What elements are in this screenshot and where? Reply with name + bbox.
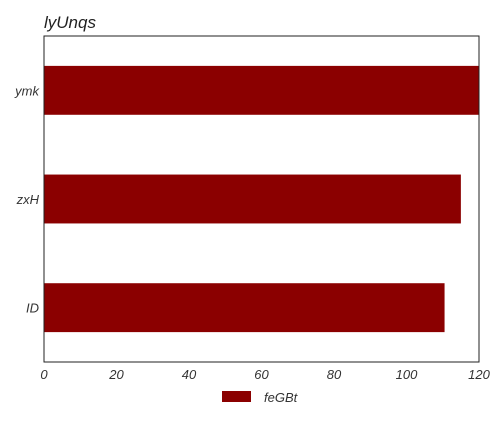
- x-tick-label: 40: [182, 367, 197, 382]
- bar-id: [44, 283, 445, 333]
- legend-label: feGBt: [264, 390, 299, 405]
- bar-ymk: [44, 65, 479, 115]
- x-tick-label: 0: [40, 367, 48, 382]
- plot-frame: [43, 35, 480, 363]
- x-tick-label: 60: [254, 367, 269, 382]
- x-tick-label: 80: [327, 367, 342, 382]
- y-tick-label: ymk: [14, 83, 40, 98]
- bars-layer: [44, 65, 479, 333]
- x-tick-label: 120: [468, 367, 490, 382]
- x-axis-ticks: 0 20 40 60 80 100 120: [40, 367, 490, 382]
- x-tick-label: 20: [108, 367, 124, 382]
- bar-zxh: [44, 174, 461, 224]
- chart-title: lyUnqs: [44, 13, 96, 32]
- x-tick-label: 100: [396, 367, 418, 382]
- y-tick-label: zxH: [16, 192, 40, 207]
- y-tick-label: ID: [26, 301, 39, 316]
- y-axis-ticks: ID zxH ymk: [14, 83, 40, 315]
- legend: feGBt: [222, 390, 299, 405]
- legend-swatch: [222, 391, 251, 402]
